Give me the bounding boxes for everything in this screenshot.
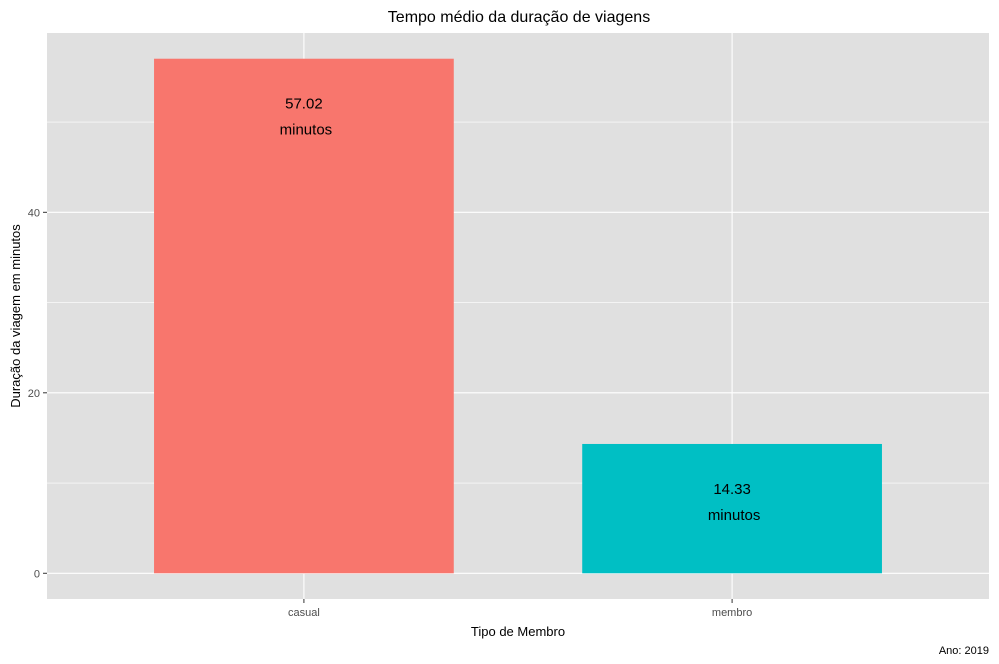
bar-labels: 57.02 minutos 14.33 minutos: [280, 96, 761, 524]
bar-value-label: 14.33: [713, 481, 751, 498]
y-tick-label: 40: [28, 207, 40, 219]
caption: Ano: 2019: [939, 645, 989, 657]
chart-title: Tempo médio da duração de viagens: [388, 9, 650, 26]
y-axis: 0 20 40: [28, 207, 47, 580]
bar-unit-label: minutos: [708, 507, 761, 524]
x-tick-label: casual: [288, 607, 320, 619]
x-axis: casual membro: [288, 599, 752, 619]
bar-unit-label: minutos: [280, 122, 333, 139]
x-axis-title: Tipo de Membro: [471, 624, 565, 639]
y-axis-title: Duração da viagem em minutos: [8, 224, 23, 408]
y-tick-label: 0: [34, 568, 40, 580]
x-tick-label: membro: [712, 607, 752, 619]
bar-casual: [154, 58, 454, 574]
y-tick-label: 20: [28, 388, 40, 400]
bar-value-label: 57.02: [285, 96, 323, 113]
bar-membro: [582, 443, 882, 574]
bars: [154, 58, 882, 574]
